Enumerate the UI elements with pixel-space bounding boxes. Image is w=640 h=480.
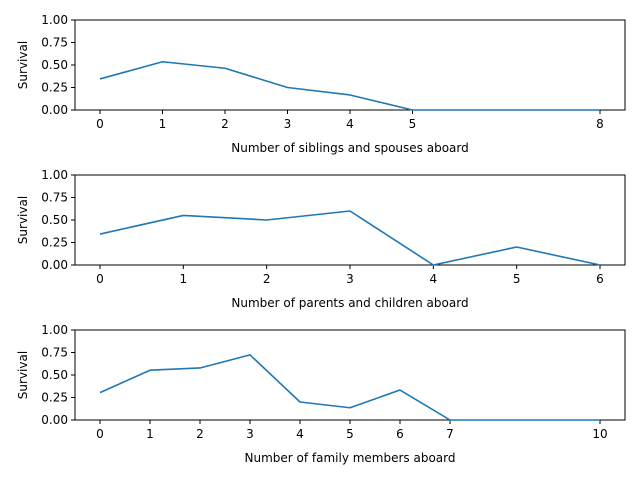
y-axis-label: Survival [16, 41, 30, 89]
y-tick-label: 0.50 [41, 213, 68, 227]
x-tick-label: 0 [96, 427, 104, 441]
y-tick-label: 1.00 [41, 13, 68, 27]
x-tick-label: 3 [346, 272, 354, 286]
y-tick-label: 0.75 [41, 36, 68, 50]
x-tick-label: 0 [96, 117, 104, 131]
x-tick-label: 10 [592, 427, 607, 441]
series-line [99, 210, 601, 266]
y-axis-label: Survival [16, 351, 30, 399]
x-tick-label: 8 [596, 117, 604, 131]
x-tick-label: 2 [196, 427, 204, 441]
x-axis-label: Number of parents and children aboard [231, 296, 468, 310]
subplot-1: 0.00 0.25 0.50 0.75 1.00 0 1 2 3 4 5 8 Number of sib… [16, 13, 626, 155]
y-tick-label: 0.75 [41, 346, 68, 360]
x-tick-label: 4 [296, 427, 304, 441]
y-tick-label: 0.25 [41, 236, 68, 250]
x-tick-label: 1 [159, 117, 167, 131]
series-line [99, 60, 600, 111]
x-tick-label: 5 [346, 427, 354, 441]
x-tick-label: 4 [430, 272, 438, 286]
x-tick-label: 2 [263, 272, 271, 286]
x-tick-label: 2 [221, 117, 229, 131]
x-tick-label: 6 [396, 427, 404, 441]
subplot-2: 0.00 0.25 0.50 0.75 1.00 0 1 2 3 4 5 6 Number of par… [16, 168, 626, 310]
series-line [99, 354, 600, 421]
axes-frame [74, 19, 626, 111]
x-tick-label: 7 [446, 427, 454, 441]
y-tick-label: 0.75 [41, 191, 68, 205]
x-tick-label: 5 [409, 117, 417, 131]
axes-frame [74, 174, 626, 266]
y-tick-label: 1.00 [41, 168, 68, 182]
x-tick-label: 3 [246, 427, 254, 441]
y-tick-label: 0.00 [41, 258, 68, 272]
y-tick-label: 0.00 [41, 103, 68, 117]
y-tick-label: 1.00 [41, 323, 68, 337]
y-tick-label: 0.25 [41, 81, 68, 95]
y-tick-label: 0.00 [41, 413, 68, 427]
x-tick-label: 0 [96, 272, 104, 286]
x-tick-label: 1 [146, 427, 154, 441]
x-tick-label: 6 [596, 272, 604, 286]
x-tick-label: 5 [513, 272, 521, 286]
axes-frame [74, 329, 626, 421]
x-axis-label: Number of family members aboard [244, 451, 455, 465]
y-tick-label: 0.25 [41, 391, 68, 405]
y-tick-label: 0.50 [41, 368, 68, 382]
y-axis-label: Survival [16, 196, 30, 244]
x-tick-label: 1 [180, 272, 188, 286]
subplot-3: 0.00 0.25 0.50 0.75 1.00 0 1 2 3 4 5 6 7 10 Number of … [16, 323, 626, 465]
x-tick-label: 3 [284, 117, 292, 131]
y-tick-label: 0.50 [41, 58, 68, 72]
x-axis-label: Number of siblings and spouses aboard [231, 141, 468, 155]
x-tick-label: 4 [346, 117, 354, 131]
